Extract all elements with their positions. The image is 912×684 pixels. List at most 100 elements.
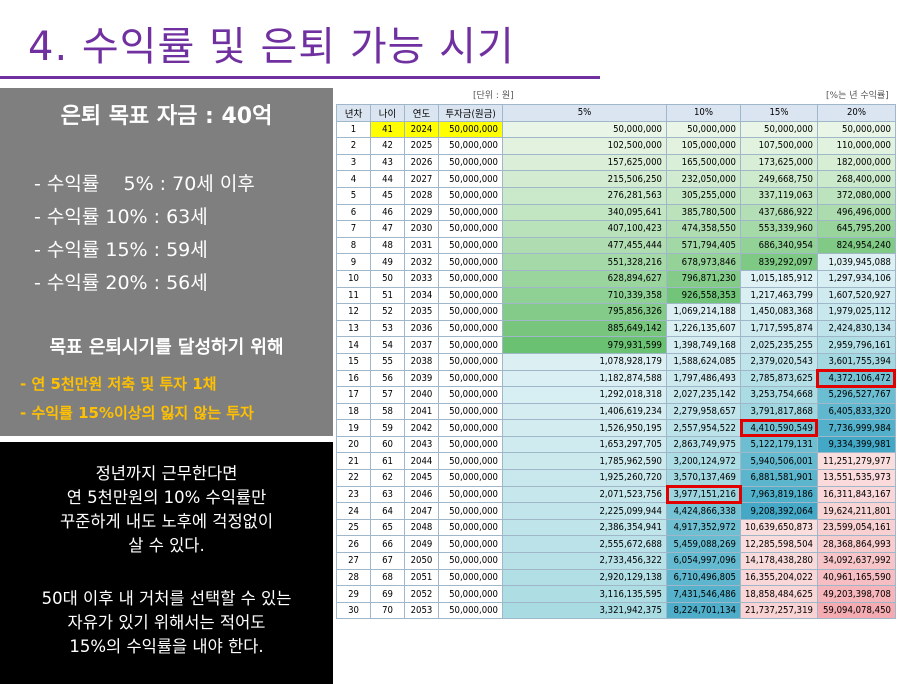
table-cell: 46 bbox=[370, 203, 405, 222]
table-row: 27 67 2050 50,000,000 2,733,456,322 6,054,997… bbox=[336, 552, 896, 570]
table-cell: 2052 bbox=[404, 585, 439, 603]
table-cell: 2 bbox=[336, 137, 371, 155]
table-cell: 1,406,619,234 bbox=[502, 402, 667, 421]
table-cell: 2050 bbox=[404, 552, 439, 570]
table-cell: 48 bbox=[370, 236, 405, 255]
table-cell: 1,226,135,607 bbox=[666, 319, 741, 338]
table-cell: 10,639,650,873 bbox=[740, 518, 818, 537]
table-cell: 305,255,000 bbox=[666, 186, 741, 205]
table-row: 9 49 2032 50,000,000 551,328,216 678,973,846 8… bbox=[336, 253, 896, 271]
table-cell: 50,000,000 bbox=[438, 352, 503, 371]
table-cell: 67 bbox=[370, 552, 405, 570]
advice-line: 50대 이후 내 거처를 선택할 수 있는 bbox=[41, 589, 292, 608]
table-cell: 4,917,352,972 bbox=[666, 518, 741, 537]
table-cell: 474,358,550 bbox=[666, 220, 741, 238]
table-cell: 1,653,297,705 bbox=[502, 435, 667, 454]
table-cell: 50,000,000 bbox=[438, 485, 503, 504]
column-header: 20% bbox=[816, 104, 896, 122]
table-cell: 55 bbox=[370, 352, 405, 371]
table-row: 26 66 2049 50,000,000 2,555,672,688 5,459,088… bbox=[336, 535, 896, 554]
table-cell: 47 bbox=[370, 220, 405, 238]
table-cell: 29 bbox=[336, 585, 371, 603]
table-cell: 1,217,463,799 bbox=[740, 286, 818, 305]
table-cell: 2035 bbox=[404, 303, 439, 321]
table-cell: 14,178,438,280 bbox=[740, 552, 818, 570]
table-cell: 50,000,000 bbox=[438, 253, 503, 271]
table-cell: 12 bbox=[336, 303, 371, 321]
table-cell: 2053 bbox=[404, 601, 439, 620]
table-cell: 2,557,954,522 bbox=[666, 419, 741, 437]
table-cell: 2,920,129,138 bbox=[502, 568, 667, 587]
table-cell: 16 bbox=[336, 369, 371, 388]
table-cell: 8,224,701,134 bbox=[666, 601, 741, 620]
table-cell: 1,015,185,912 bbox=[740, 269, 818, 288]
plan-heading: 목표 은퇴시기를 달성하기 위해 bbox=[49, 337, 284, 358]
table-cell: 678,973,846 bbox=[666, 253, 741, 271]
table-cell: 50,000,000 bbox=[816, 120, 896, 139]
table-cell: 50,000,000 bbox=[438, 186, 503, 205]
table-cell: 12,285,598,504 bbox=[740, 535, 818, 554]
table-cell: 26 bbox=[336, 535, 371, 554]
goal-heading: 은퇴 목표 자금 : 40억 bbox=[60, 104, 273, 129]
table-row: 16 56 2039 50,000,000 1,182,874,588 1,797,486… bbox=[336, 369, 897, 388]
table-cell: 173,625,000 bbox=[740, 153, 818, 172]
table-cell: 44 bbox=[370, 170, 405, 188]
table-cell: 2,386,354,941 bbox=[502, 518, 667, 537]
table-row: 14 54 2037 50,000,000 979,931,599 1,398,749,1… bbox=[336, 336, 896, 354]
table-cell: 2040 bbox=[404, 386, 439, 404]
table-cell: 2042 bbox=[404, 419, 439, 437]
table-cell: 5,296,527,767 bbox=[816, 386, 896, 404]
table-cell: 1,398,749,168 bbox=[666, 336, 741, 354]
table-cell: 2031 bbox=[404, 236, 439, 255]
table-cell: 50,000,000 bbox=[740, 120, 818, 139]
table-cell: 2030 bbox=[404, 220, 439, 238]
rate-unit-label: [%는 년 수익률] bbox=[826, 91, 889, 101]
table-cell: 50,000,000 bbox=[438, 535, 503, 554]
table-cell: 1,450,083,368 bbox=[740, 303, 818, 321]
table-cell: 276,281,563 bbox=[502, 186, 667, 205]
column-header: 5% bbox=[502, 104, 667, 122]
table-cell: 1,292,018,318 bbox=[502, 386, 667, 404]
table-cell: 1,717,595,874 bbox=[740, 319, 818, 338]
advice-line: 꾸준하게 내도 노후에 걱정없이 bbox=[59, 512, 274, 531]
table-cell: 6,054,997,096 bbox=[666, 552, 741, 570]
table-cell: 40,961,165,590 bbox=[816, 568, 896, 587]
table-cell: 1,797,486,493 bbox=[666, 369, 741, 388]
table-cell: 3,200,124,972 bbox=[666, 452, 741, 471]
table-cell: 571,794,405 bbox=[666, 236, 741, 255]
table-row: 30 70 2053 50,000,000 3,321,942,375 8,224,701… bbox=[336, 601, 896, 620]
table-cell: 4 bbox=[336, 170, 371, 188]
table-cell: 2,424,830,134 bbox=[816, 319, 896, 338]
table-cell: 1,607,520,927 bbox=[816, 286, 896, 305]
advice-line: 15%의 수익률을 내야 한다. bbox=[69, 637, 264, 656]
table-cell: 24 bbox=[336, 502, 371, 520]
table-cell: 2051 bbox=[404, 568, 439, 587]
table-cell: 2049 bbox=[404, 535, 439, 554]
table-cell: 477,455,444 bbox=[502, 236, 667, 255]
table-cell: 7,431,546,486 bbox=[666, 585, 741, 603]
table-cell: 2,959,796,161 bbox=[816, 336, 896, 354]
table-cell: 1,785,962,590 bbox=[502, 452, 667, 471]
table-cell: 50,000,000 bbox=[438, 452, 503, 471]
table-cell: 4,372,106,472 bbox=[816, 369, 897, 388]
table-cell: 839,292,097 bbox=[740, 253, 818, 271]
table-cell: 58 bbox=[370, 402, 405, 421]
table-cell: 979,931,599 bbox=[502, 336, 667, 354]
table-cell: 385,780,500 bbox=[666, 203, 741, 222]
table-cell: 5,122,179,131 bbox=[740, 435, 818, 454]
table-cell: 13,551,535,973 bbox=[816, 469, 896, 487]
table-cell: 926,558,353 bbox=[666, 286, 741, 305]
table-cell: 21 bbox=[336, 452, 371, 471]
column-header: 15% bbox=[740, 104, 818, 122]
table-cell: 407,100,423 bbox=[502, 220, 667, 238]
table-cell: 50 bbox=[370, 269, 405, 288]
table-cell: 2047 bbox=[404, 502, 439, 520]
table-cell: 215,506,250 bbox=[502, 170, 667, 188]
advice-line: 자유가 있기 위해서는 적어도 bbox=[67, 613, 266, 632]
table-cell: 1,182,874,588 bbox=[502, 369, 667, 388]
table-cell: 3,253,754,668 bbox=[740, 386, 818, 404]
table-cell: 50,000,000 bbox=[438, 419, 503, 437]
table-row: 2 42 2025 50,000,000 102,500,000 105,000,000 1… bbox=[336, 137, 896, 155]
table-row: 3 43 2026 50,000,000 157,625,000 165,500,000 1… bbox=[336, 153, 896, 172]
table-cell: 686,340,954 bbox=[740, 236, 818, 255]
